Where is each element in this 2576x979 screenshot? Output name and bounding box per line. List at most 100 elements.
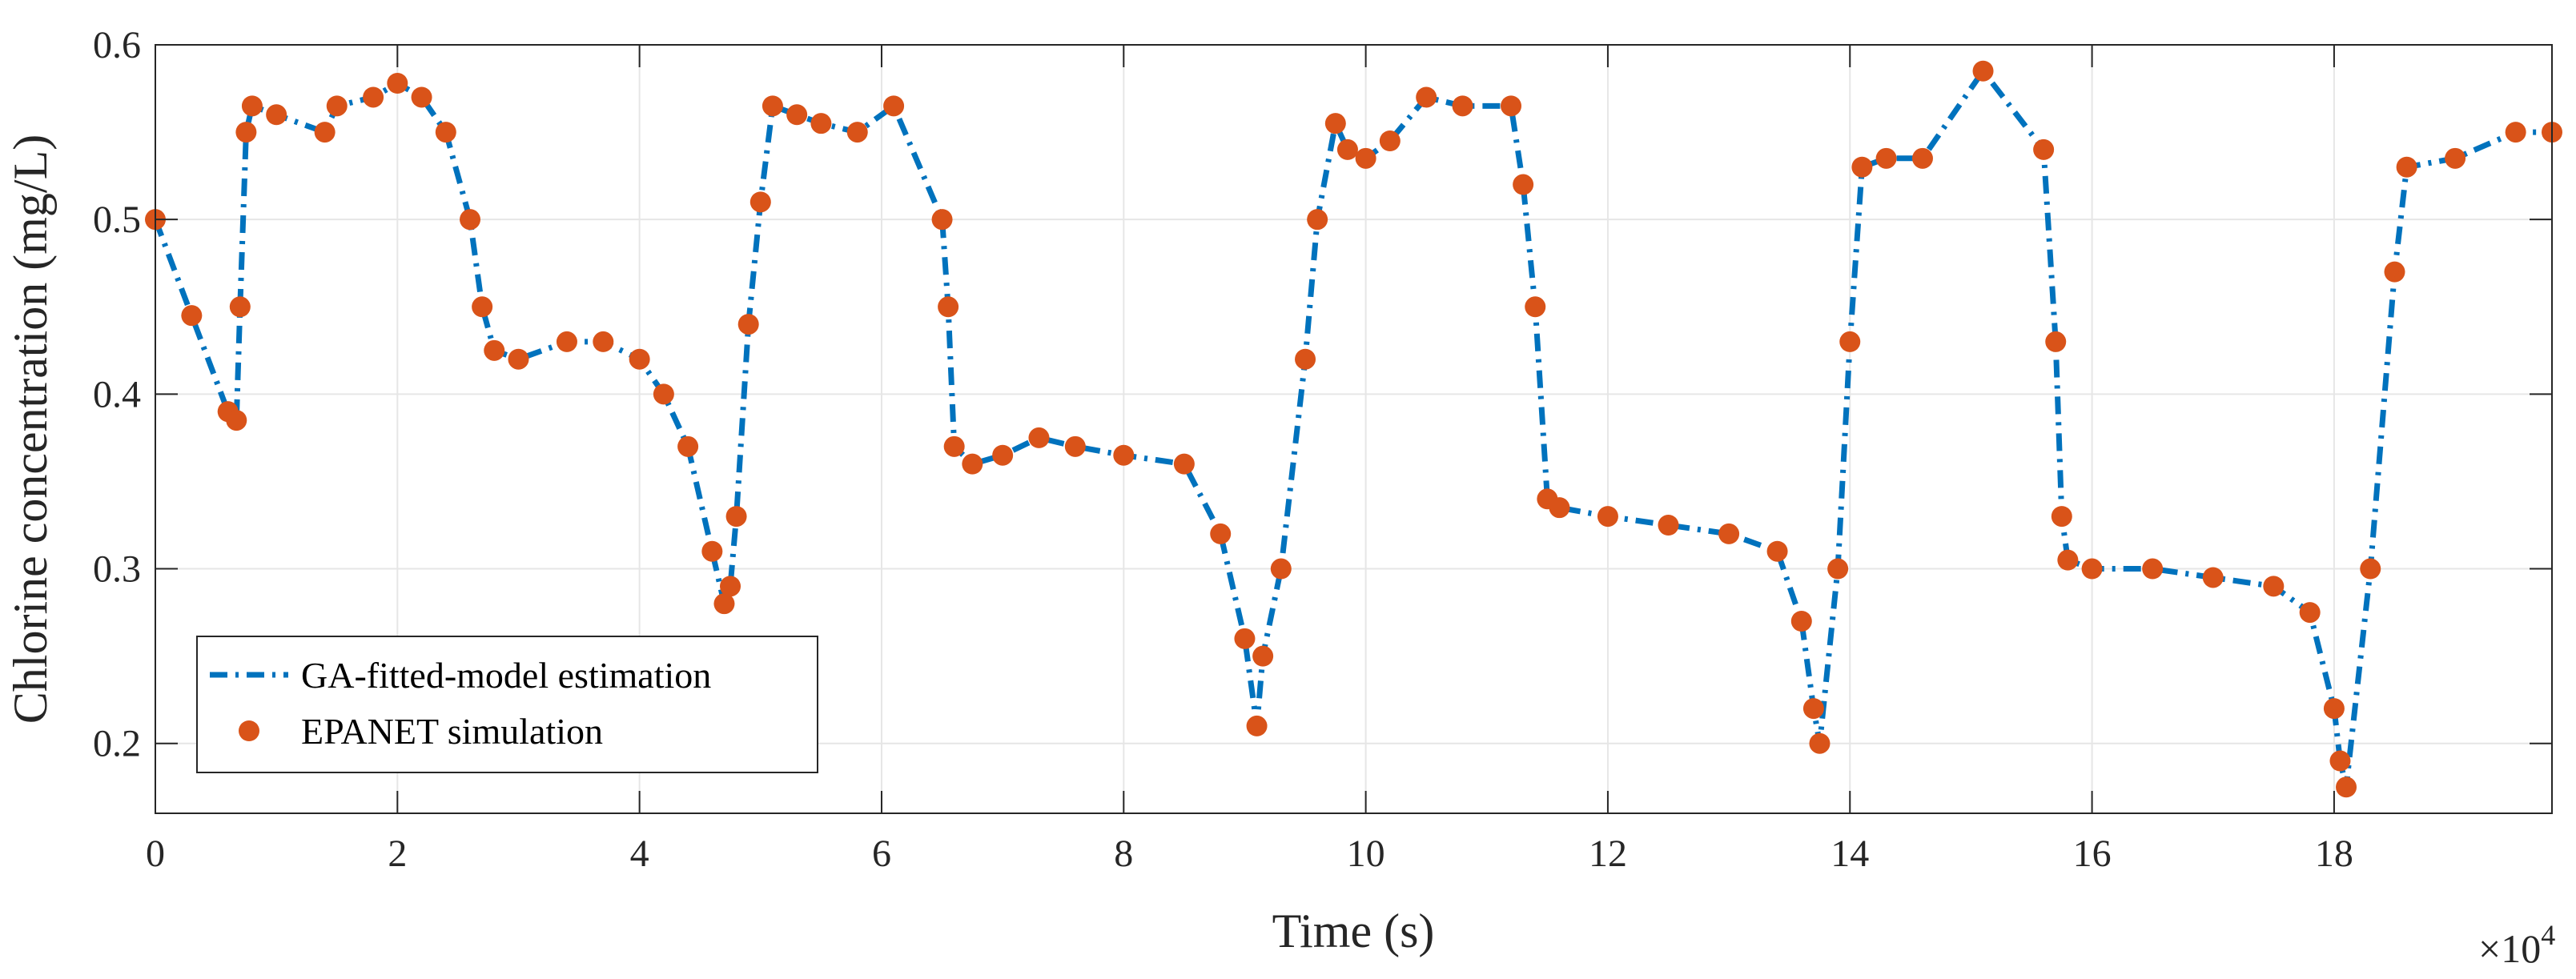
data-point-epanet	[2323, 698, 2345, 720]
data-point-epanet	[1210, 523, 1232, 544]
data-point-epanet	[2202, 567, 2224, 588]
data-point-epanet	[1028, 427, 1050, 448]
data-point-epanet	[1809, 732, 1831, 754]
data-point-epanet	[1972, 60, 1994, 82]
data-point-epanet	[226, 410, 247, 431]
data-point-epanet	[1597, 506, 1618, 528]
data-point-epanet	[1549, 497, 1570, 519]
x-multiplier-exponent: 4	[2541, 919, 2555, 951]
data-point-epanet	[2360, 558, 2381, 580]
data-point-epanet	[1324, 113, 1346, 134]
data-point-epanet	[1064, 435, 1086, 457]
data-point-epanet	[556, 331, 577, 352]
data-point-epanet	[1336, 138, 1358, 160]
data-point-epanet	[411, 86, 432, 108]
x-tick-label: 8	[1114, 833, 1133, 875]
ticks	[155, 44, 2552, 813]
x-tick-label: 14	[1831, 833, 1869, 875]
data-point-epanet	[846, 122, 868, 143]
data-point-epanet	[2045, 331, 2067, 352]
data-point-epanet	[472, 296, 493, 318]
data-point-epanet	[786, 104, 808, 126]
data-point-epanet	[387, 73, 408, 94]
data-point-epanet	[1416, 86, 1437, 108]
data-point-epanet	[931, 209, 953, 231]
data-point-epanet	[435, 122, 456, 143]
legend-marker-sample	[239, 720, 259, 741]
data-point-epanet	[1525, 296, 1546, 318]
x-multiplier: ×104	[2478, 919, 2555, 971]
series-markers-group	[145, 60, 2562, 798]
x-tick-label: 10	[1347, 833, 1385, 875]
data-point-epanet	[1307, 209, 1328, 231]
data-point-epanet	[2336, 776, 2357, 798]
data-point-epanet	[883, 95, 905, 117]
data-point-epanet	[725, 506, 747, 528]
x-multiplier-base: ×10	[2478, 926, 2541, 971]
data-point-epanet	[508, 348, 529, 370]
data-point-epanet	[713, 593, 735, 615]
data-point-epanet	[1839, 331, 1861, 352]
data-point-epanet	[2033, 138, 2055, 160]
x-tick-label: 16	[2073, 833, 2112, 875]
x-tick-label: 0	[146, 833, 165, 875]
data-point-epanet	[629, 348, 650, 370]
tick-labels: 0 2 4 6 8 10 12 14 16 18 0.2 0.3 0.4 0.5 0.6	[93, 24, 2353, 875]
data-point-epanet	[1766, 540, 1788, 562]
data-point-epanet	[1355, 147, 1376, 169]
data-point-epanet	[1173, 453, 1195, 475]
legend-label-epanet: EPANET simulation	[301, 711, 603, 752]
data-point-epanet	[1295, 348, 1316, 370]
data-point-epanet	[701, 540, 723, 562]
data-point-epanet	[1513, 174, 1534, 195]
x-tick-label: 12	[1589, 833, 1627, 875]
y-tick-label: 0.5	[93, 199, 141, 241]
legend-label-ga: GA-fitted-model estimation	[301, 655, 711, 696]
data-point-epanet	[2396, 156, 2417, 178]
data-point-epanet	[1790, 611, 1812, 632]
x-tick-label: 4	[630, 833, 649, 875]
data-point-epanet	[484, 339, 505, 361]
data-point-epanet	[229, 296, 251, 318]
data-point-epanet	[266, 104, 287, 126]
y-axis-title: Chlorine concentration (mg/L)	[4, 134, 57, 724]
data-point-epanet	[1658, 515, 1679, 536]
data-point-epanet	[1270, 558, 1292, 580]
y-tick-label: 0.4	[93, 373, 141, 415]
data-point-epanet	[1827, 558, 1849, 580]
data-point-epanet	[326, 95, 348, 117]
data-point-epanet	[2299, 602, 2321, 624]
data-point-epanet	[1501, 95, 1522, 117]
data-point-epanet	[241, 95, 263, 117]
plot-area-frame	[155, 44, 2553, 814]
data-point-epanet	[938, 296, 959, 318]
data-point-epanet	[1851, 156, 1873, 178]
legend-box	[196, 636, 818, 773]
data-point-epanet	[593, 331, 614, 352]
data-point-epanet	[677, 435, 699, 457]
data-point-epanet	[235, 122, 257, 143]
x-tick-label: 18	[2315, 833, 2353, 875]
data-point-epanet	[2142, 558, 2164, 580]
data-point-epanet	[1452, 95, 1473, 117]
data-point-epanet	[2384, 261, 2405, 283]
data-point-epanet	[2505, 122, 2526, 143]
data-point-epanet	[363, 86, 384, 108]
data-point-epanet	[460, 209, 481, 231]
data-point-epanet	[810, 113, 832, 134]
data-point-epanet	[1113, 444, 1135, 466]
data-point-epanet	[762, 95, 783, 117]
x-tick-label: 2	[388, 833, 407, 875]
data-point-epanet	[737, 314, 759, 335]
data-point-epanet	[1234, 628, 1256, 649]
x-tick-label: 6	[872, 833, 891, 875]
data-point-epanet	[1802, 698, 1824, 720]
y-tick-label: 0.6	[93, 24, 141, 66]
data-point-epanet	[2057, 549, 2079, 571]
x-axis-title: Time (s)	[1272, 905, 1435, 957]
y-tick-label: 0.3	[93, 548, 141, 591]
data-point-epanet	[1911, 147, 1933, 169]
data-point-epanet	[1246, 715, 1268, 736]
data-point-epanet	[749, 191, 771, 213]
